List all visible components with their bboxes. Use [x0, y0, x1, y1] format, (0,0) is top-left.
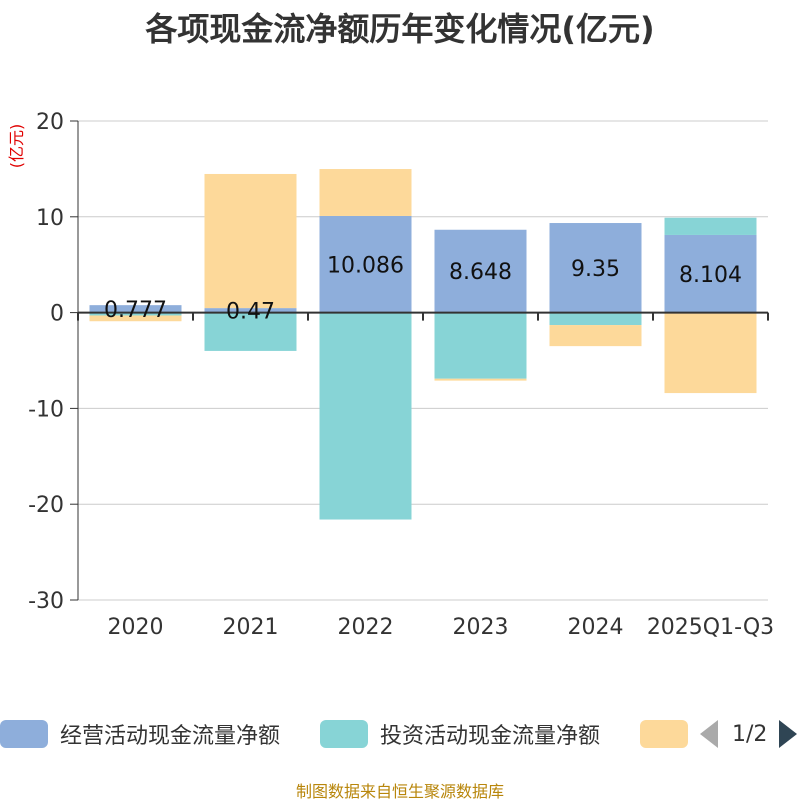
legend-swatch-operating [0, 720, 48, 748]
chart-title: 各项现金流净额历年变化情况(亿元) [145, 10, 655, 48]
y-tick-label: -30 [28, 589, 64, 614]
bar-operating-2025Q1-Q3 [664, 234, 757, 313]
x-tick-label: 2024 [568, 615, 624, 640]
bar-financing-2025Q1-Q3 [664, 312, 757, 394]
legend-item-operating[interactable]: 经营活动现金流量净额 [0, 716, 280, 752]
data-label: 8.104 [679, 263, 742, 288]
legend-swatch-financing [640, 720, 688, 748]
legend-prev-page-icon[interactable] [700, 720, 718, 748]
legend-next-page-icon[interactable] [779, 720, 798, 748]
source-note: 制图数据来自恒生聚源数据库 [295, 782, 504, 801]
bar-operating-2021 [204, 308, 297, 313]
legend-swatch-investing [320, 720, 368, 748]
y-tick-label: -20 [28, 493, 64, 518]
y-tick-label: 20 [36, 110, 64, 135]
y-tick-label: 0 [50, 302, 64, 327]
bar-financing-2022 [319, 169, 412, 216]
bar-financing-2024 [549, 325, 642, 347]
bar-investing-2021 [204, 312, 297, 351]
legend-label-investing: 投资活动现金流量净额 [380, 724, 601, 749]
data-label: 8.648 [449, 260, 512, 285]
legend-item-financing[interactable] [640, 716, 688, 752]
bar-investing-2023 [434, 312, 527, 379]
x-tick-label: 2021 [223, 615, 279, 640]
legend-page-indicator: 1/2 [732, 721, 768, 747]
legend: 经营活动现金流量净额 投资活动现金流量净额 1/2 [0, 716, 800, 752]
x-tick-label: 2025Q1-Q3 [647, 615, 774, 640]
x-tick-label: 2020 [108, 615, 164, 640]
y-tick-label: -10 [28, 397, 64, 422]
data-label: 0.47 [226, 299, 275, 324]
bar-financing-2023 [434, 378, 527, 381]
bar-investing-2024 [549, 312, 642, 326]
legend-pager: 1/2 [700, 716, 798, 752]
legend-item-investing[interactable]: 投资活动现金流量净额 [320, 716, 600, 752]
bar-operating-2020 [89, 305, 182, 313]
y-tick-label: 10 [36, 206, 64, 231]
data-label: 10.086 [327, 253, 404, 278]
bar-operating-2022 [319, 215, 412, 313]
bar-operating-2023 [434, 229, 527, 313]
x-tick-label: 2022 [338, 615, 394, 640]
data-label: 9.35 [571, 257, 620, 282]
y-axis-label: (亿元) [7, 124, 26, 169]
bar-financing-2020 [89, 315, 182, 322]
data-label: 0.777 [104, 298, 167, 323]
legend-label-operating: 经营活动现金流量净额 [60, 724, 281, 749]
bar-financing-2021 [204, 173, 297, 309]
bar-operating-2024 [549, 223, 642, 313]
bar-investing-2025Q1-Q3 [664, 217, 757, 235]
bar-investing-2020 [89, 312, 182, 316]
bar-investing-2022 [319, 312, 412, 520]
x-tick-label: 2023 [453, 615, 509, 640]
